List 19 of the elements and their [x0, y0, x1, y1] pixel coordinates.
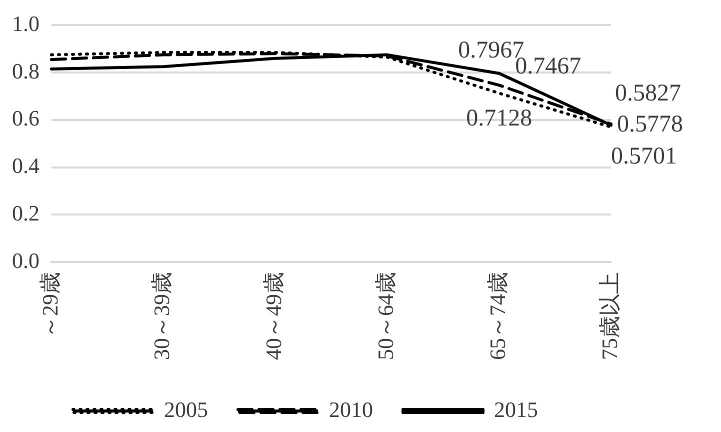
x-tick-label: ～29歳: [37, 272, 62, 338]
x-tick-label: 75歳以上: [596, 272, 622, 360]
legend-label: 2015: [494, 396, 538, 422]
data-label: 0.7128: [466, 106, 532, 132]
data-label: 0.5701: [611, 143, 677, 170]
y-tick-label: 1.0: [12, 10, 40, 36]
y-tick-label: 0.4: [12, 153, 40, 178]
data-label: 0.5827: [615, 80, 681, 106]
y-tick-label: 0.2: [12, 200, 40, 226]
data-label: 0.5778: [617, 111, 683, 138]
legend-label: 2005: [164, 396, 208, 422]
y-tick-label: 0.6: [12, 106, 40, 131]
x-tick-label: 65～74歳: [484, 272, 510, 360]
y-tick-label: 0.0: [12, 248, 40, 273]
x-tick-label: 40～49歳: [261, 272, 286, 360]
x-tick-label: 50～64歳: [372, 272, 398, 360]
y-tick-label: 0.8: [12, 58, 40, 84]
legend-label: 2010: [329, 396, 373, 422]
x-tick-label: 30～39歳: [149, 272, 174, 360]
